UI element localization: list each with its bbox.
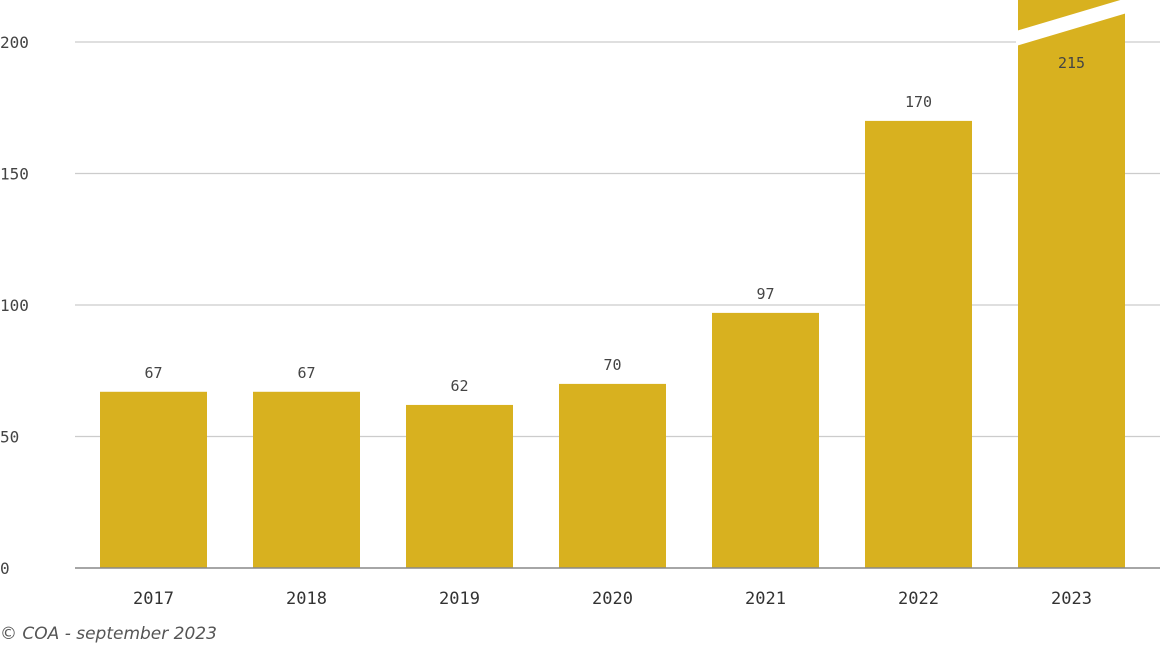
data-label-2019: 62 bbox=[450, 377, 468, 395]
data-label-2021: 97 bbox=[756, 285, 774, 303]
axis-break-mark bbox=[1016, 0, 1127, 46]
x-tick-label-2017: 2017 bbox=[133, 589, 174, 609]
data-label-2022: 170 bbox=[905, 93, 932, 111]
bar-2017 bbox=[100, 391, 207, 568]
bar-2019 bbox=[406, 404, 513, 568]
x-tick-label-2019: 2019 bbox=[439, 589, 480, 609]
bars bbox=[100, 0, 1127, 569]
x-tick-label-2021: 2021 bbox=[745, 589, 786, 609]
bar-2022 bbox=[865, 120, 972, 569]
bar-2020 bbox=[559, 383, 666, 568]
bar-2021 bbox=[712, 312, 819, 568]
data-label-2017: 67 bbox=[144, 364, 162, 382]
y-tick-label: 100 bbox=[0, 296, 29, 315]
copyright-footer: © COA - september 2023 bbox=[0, 624, 217, 644]
x-axis-labels: 2017 2018 2019 2020 2021 2022 2023 bbox=[133, 589, 1092, 609]
y-tick-label: 150 bbox=[0, 165, 29, 184]
grid-lines bbox=[75, 41, 1160, 438]
y-tick-label: 200 bbox=[0, 33, 29, 52]
data-label-2023: 215 bbox=[1058, 54, 1085, 72]
x-tick-label-2018: 2018 bbox=[286, 589, 327, 609]
x-tick-label-2022: 2022 bbox=[898, 589, 939, 609]
bar-2018 bbox=[253, 391, 360, 568]
x-tick-label-2020: 2020 bbox=[592, 589, 633, 609]
x-tick-label-2023: 2023 bbox=[1051, 589, 1092, 609]
y-tick-label: 0 bbox=[0, 559, 10, 578]
data-labels: 67 67 62 70 97 170 215 bbox=[144, 54, 1085, 395]
data-label-2018: 67 bbox=[297, 364, 315, 382]
bar-2023 bbox=[1018, 0, 1125, 568]
data-label-2020: 70 bbox=[603, 356, 621, 374]
y-tick-label: 50 bbox=[0, 428, 19, 447]
y-axis-ticks: 0 50 100 150 200 bbox=[0, 33, 29, 578]
